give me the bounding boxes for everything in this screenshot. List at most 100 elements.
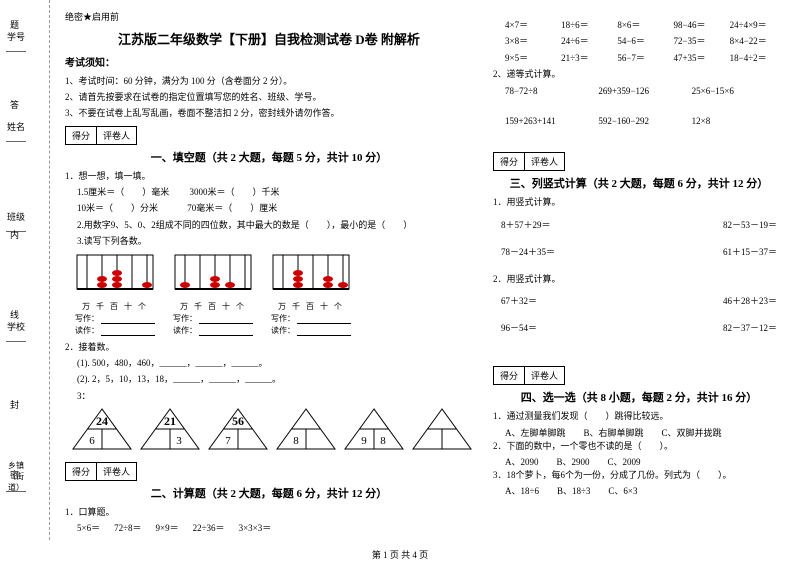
calc-item: 22÷36＝ xyxy=(193,521,225,535)
section-title-1: 一、填空题（共 2 大题，每题 5 分，共计 10 分） xyxy=(65,149,473,165)
seal-mark: 封 xyxy=(8,400,21,409)
abacus-header: 万 千 百 十 个 xyxy=(173,301,253,312)
score-label: 得分 xyxy=(494,367,525,384)
triangle-row: 246 213 567 8 98 xyxy=(65,407,473,454)
svg-text:6: 6 xyxy=(89,435,95,447)
grader-label: 评卷人 xyxy=(97,127,136,144)
write-label: 写作： xyxy=(271,313,295,324)
calc-item: 98−46＝ xyxy=(673,18,719,32)
q1-stem: 1．想一想，填一填。 xyxy=(65,169,473,183)
vert-item: 67＋32＝ xyxy=(501,294,537,307)
calc1-stem: 1．口算题。 xyxy=(65,505,473,519)
vert-item: 46＋28＋23＝ xyxy=(723,294,777,307)
binding-label-name: 姓名 xyxy=(4,120,28,133)
svg-text:56: 56 xyxy=(232,414,244,428)
seal-mark: 线 xyxy=(8,310,21,319)
q1-line: 3.读写下列各数。 xyxy=(65,234,473,248)
write-label: 写作： xyxy=(75,313,99,324)
calc-item: 4×7＝ xyxy=(505,18,551,32)
page-footer: 第 1 页 共 4 页 xyxy=(0,548,800,561)
vert-item: 78－24＋35＝ xyxy=(501,245,555,258)
svg-text:8: 8 xyxy=(380,435,386,447)
score-label: 得分 xyxy=(66,127,97,144)
binding-label-class: 班级 xyxy=(4,210,28,223)
calc-item: 9×5＝ xyxy=(505,51,551,65)
calc-item: 5×6＝ xyxy=(77,521,100,535)
calc-item: 8×4−22＝ xyxy=(730,34,785,48)
calc-item: 54−6＝ xyxy=(617,34,663,48)
calc-item: 3×8＝ xyxy=(505,34,551,48)
vert-item: 82－53－19＝ xyxy=(723,218,777,231)
grader-label: 评卷人 xyxy=(97,463,136,480)
read-label: 读作： xyxy=(75,325,99,336)
choice-q1-opts: A、左脚单脚跳 B、右脚单脚跳 C、双脚并拢跳 xyxy=(493,426,785,439)
q1-line: 1.5厘米＝（ ）毫米 xyxy=(77,187,169,197)
vert-item: 96－54＝ xyxy=(501,321,537,334)
calc-item: 24÷6＝ xyxy=(561,34,607,48)
read-label: 读作： xyxy=(271,325,295,336)
q2-line: (2). 2，5，10，13，18，______，______，______。 xyxy=(65,372,473,386)
seal-mark: 题 xyxy=(8,20,21,29)
calc-item: 72÷8＝ xyxy=(114,521,141,535)
choice-q3: 3．18个萝卜，每6个为一份，分成了几份。列式为（ ）。 xyxy=(493,468,785,482)
q2-stem: 2．接着数。 xyxy=(65,340,473,354)
calc-item: 56−7＝ xyxy=(617,51,663,65)
binding-label-school: 学校 xyxy=(4,320,28,333)
vert-stem1: 1．用竖式计算。 xyxy=(493,195,785,209)
binding-label-id: 学号 xyxy=(4,30,28,43)
calc-item: 78−72÷8 xyxy=(505,84,598,98)
vert-item: 82－37－12＝ xyxy=(723,321,777,334)
calc-item: 25×6−15×6 xyxy=(692,84,785,98)
notice-item: 1、考试时间：60 分钟，满分为 100 分（含卷面分 2 分）。 xyxy=(65,73,473,89)
calc-item: 8×6＝ xyxy=(617,18,663,32)
q2-line: 3： xyxy=(65,389,473,403)
q1-line: 3000米＝（ ）千米 xyxy=(190,187,280,197)
svg-text:8: 8 xyxy=(293,435,299,447)
calc-item: 3×3×3＝ xyxy=(239,521,272,535)
svg-text:21: 21 xyxy=(164,414,176,428)
vert-stem2: 2．用竖式计算。 xyxy=(493,272,785,286)
choice-q2: 2．下面的数中，一个零也不读的是（ ）。 xyxy=(493,439,785,453)
notice-title: 考试须知： xyxy=(65,54,473,69)
q1-line: 70毫米＝（ ）厘米 xyxy=(187,203,277,213)
vert-item: 61＋15－37＝ xyxy=(723,245,777,258)
abacus: 万 千 百 十 个 写作： 读作： xyxy=(173,253,253,336)
abacus: 万 千 百 十 个 写作： 读作： xyxy=(271,253,351,336)
grader-label: 评卷人 xyxy=(525,367,564,384)
svg-text:7: 7 xyxy=(225,435,231,447)
score-box: 得分 评卷人 xyxy=(493,366,565,385)
section-title-3: 三、列竖式计算（共 2 大题，每题 6 分，共计 12 分） xyxy=(493,175,785,191)
seal-mark: 内 xyxy=(8,230,21,239)
q1-line: 2.用数字9、5、0、2组成不同的四位数，其中最大的数是（ ），最小的是（ ） xyxy=(65,218,473,232)
choice-q3-opts: A、18÷6 B、18÷3 C、6×3 xyxy=(493,484,785,497)
q1-line: 10米＝（ ）分米 xyxy=(77,203,158,213)
score-box: 得分 评卷人 xyxy=(65,462,137,481)
notice-item: 2、请首先按要求在试卷的指定位置填写您的姓名、班级、学号。 xyxy=(65,89,473,105)
abacus-row: 万 千 百 十 个 写作： 读作： 万 千 百 十 个 写作： 读作： 万 千 … xyxy=(65,253,473,336)
calc-item: 47+35＝ xyxy=(673,51,719,65)
calc-item: 72−35＝ xyxy=(673,34,719,48)
score-box: 得分 评卷人 xyxy=(65,126,137,145)
seal-mark: 密 xyxy=(8,470,21,479)
calc-item: 159+263+141 xyxy=(505,114,598,128)
svg-text:9: 9 xyxy=(361,435,367,447)
notice-item: 3、不要在试卷上乱写乱画，卷面不整洁扣 2 分，密封线外请勿作答。 xyxy=(65,105,473,121)
section-title-4: 四、选一选（共 8 小题，每题 2 分，共计 16 分） xyxy=(493,389,785,405)
abacus: 万 千 百 十 个 写作： 读作： xyxy=(75,253,155,336)
read-label: 读作： xyxy=(173,325,197,336)
calc-item: 18−4÷2＝ xyxy=(730,51,785,65)
calc-item: 269+359−126 xyxy=(598,84,691,98)
calc-item: 18÷6＝ xyxy=(561,18,607,32)
score-label: 得分 xyxy=(494,153,525,170)
score-label: 得分 xyxy=(66,463,97,480)
calc-item: 21÷3＝ xyxy=(561,51,607,65)
vert-item: 8＋57＋29＝ xyxy=(501,218,551,231)
calc2-stem: 2、递等式计算。 xyxy=(493,67,785,81)
calc-item: 592−160−292 xyxy=(598,114,691,128)
q2-line: (1). 500，480，460，______，______，______。 xyxy=(65,356,473,370)
grader-label: 评卷人 xyxy=(525,153,564,170)
abacus-header: 万 千 百 十 个 xyxy=(271,301,351,312)
secret-label: 绝密★启用前 xyxy=(65,10,473,23)
abacus-header: 万 千 百 十 个 xyxy=(75,301,155,312)
choice-q2-opts: A、2090 B、2900 C、2009 xyxy=(493,455,785,468)
